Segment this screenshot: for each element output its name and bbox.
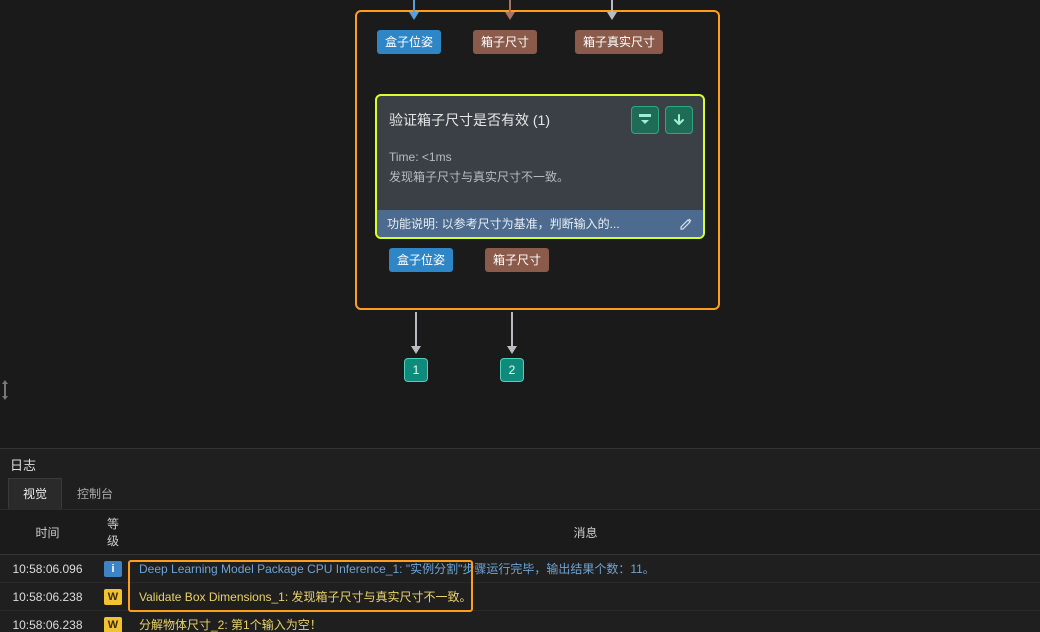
node-header: 验证箱子尺寸是否有效 (1) xyxy=(377,96,703,140)
tab-console[interactable]: 控制台 xyxy=(62,478,128,509)
input-arrow xyxy=(407,0,421,24)
node-body: Time: <1ms 发现箱子尺寸与真实尺寸不一致。 xyxy=(377,140,703,193)
log-time: 10:58:06.238 xyxy=(0,583,95,611)
log-table-wrap: 时间 等级 消息 10:58:06.096 i Deep Learning Mode… xyxy=(0,510,1040,632)
log-level: W xyxy=(95,583,131,611)
input-arrow xyxy=(605,0,619,24)
output-connector xyxy=(409,312,423,358)
output-tag[interactable]: 盒子位姿 xyxy=(389,248,453,272)
node-message: 发现箱子尺寸与真实尺寸不一致。 xyxy=(389,168,691,185)
node-footer-text: 功能说明: 以参考尺寸为基准，判断输入的... xyxy=(387,215,620,232)
tag-label: 盒子位姿 xyxy=(397,252,445,268)
tag-label: 箱子尺寸 xyxy=(481,34,529,50)
log-level: W xyxy=(95,611,131,632)
log-tabs: 视觉 控制台 xyxy=(0,478,1040,510)
log-panel: 日志 视觉 控制台 时间 等级 消息 10:58:06.096 i Deep Lea… xyxy=(0,448,1040,632)
input-tag[interactable]: 箱子真实尺寸 xyxy=(575,30,663,54)
node-group[interactable]: 盒子位姿箱子尺寸箱子真实尺寸 验证箱子尺寸是否有效 (1) Time: <1ms… xyxy=(355,10,720,310)
log-time: 10:58:06.238 xyxy=(0,611,95,632)
tab-visual[interactable]: 视觉 xyxy=(8,478,62,509)
input-tag[interactable]: 箱子尺寸 xyxy=(473,30,537,54)
tag-label: 箱子真实尺寸 xyxy=(583,34,655,50)
validate-box-node[interactable]: 验证箱子尺寸是否有效 (1) Time: <1ms 发现箱子尺寸与真实尺寸不一致… xyxy=(375,94,705,239)
node-title: 验证箱子尺寸是否有效 (1) xyxy=(389,110,550,130)
log-row[interactable]: 10:58:06.096 i Deep Learning Model Package… xyxy=(0,555,1040,583)
level-badge: W xyxy=(104,617,122,632)
log-level: i xyxy=(95,555,131,583)
output-tag[interactable]: 箱子尺寸 xyxy=(485,248,549,272)
log-panel-title: 日志 xyxy=(0,449,1040,478)
log-row[interactable]: 10:58:06.238 W 分解物体尺寸_2: 第1个输入为空！ xyxy=(0,611,1040,632)
log-table: 时间 等级 消息 10:58:06.096 i Deep Learning Mode… xyxy=(0,510,1040,632)
node-time: Time: <1ms xyxy=(389,150,691,164)
col-time[interactable]: 时间 xyxy=(0,510,95,555)
collapse-icon-button[interactable] xyxy=(631,106,659,134)
col-message[interactable]: 消息 xyxy=(131,510,1040,555)
tag-label: 箱子尺寸 xyxy=(493,252,541,268)
node-header-buttons xyxy=(631,106,693,134)
node-footer: 功能说明: 以参考尺寸为基准，判断输入的... xyxy=(377,210,703,237)
log-message: Deep Learning Model Package CPU Inferenc… xyxy=(131,555,1040,583)
run-down-icon-button[interactable] xyxy=(665,106,693,134)
output-port[interactable]: 2 xyxy=(500,358,524,382)
input-tag[interactable]: 盒子位姿 xyxy=(377,30,441,54)
level-badge: W xyxy=(104,589,122,605)
flow-canvas[interactable]: 盒子位姿箱子尺寸箱子真实尺寸 验证箱子尺寸是否有效 (1) Time: <1ms… xyxy=(0,0,1040,448)
log-row[interactable]: 10:58:06.238 W Validate Box Dimensions_1: … xyxy=(0,583,1040,611)
log-message: Validate Box Dimensions_1: 发现箱子尺寸与真实尺寸不一… xyxy=(131,583,1040,611)
col-level[interactable]: 等级 xyxy=(95,510,131,555)
pane-resize-handle[interactable] xyxy=(2,380,8,400)
log-time: 10:58:06.096 xyxy=(0,555,95,583)
log-message: 分解物体尺寸_2: 第1个输入为空！ xyxy=(131,611,1040,632)
output-connector xyxy=(505,312,519,358)
edit-icon[interactable] xyxy=(679,217,693,231)
tag-label: 盒子位姿 xyxy=(385,34,433,50)
output-port[interactable]: 1 xyxy=(404,358,428,382)
input-arrow xyxy=(503,0,517,24)
level-badge: i xyxy=(104,561,122,577)
